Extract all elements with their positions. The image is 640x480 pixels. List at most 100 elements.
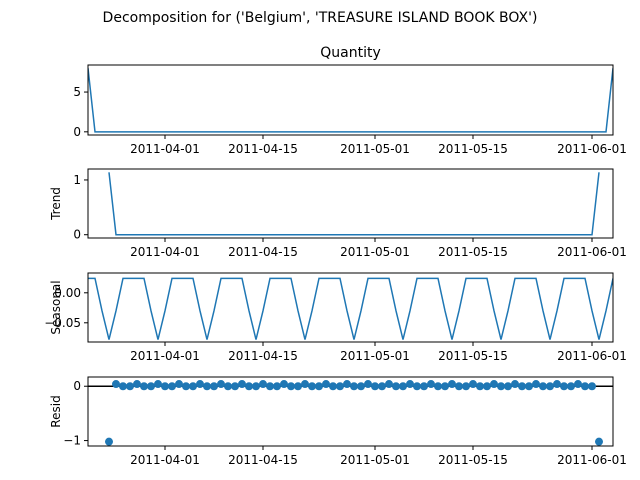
resid-point (189, 382, 197, 391)
panel-title: Quantity (320, 45, 381, 61)
y-axis-label: Seasonal (49, 280, 63, 334)
resid-point (238, 380, 246, 389)
resid-point (350, 382, 358, 391)
x-tick-label: 2011-04-15 (228, 142, 298, 156)
resid-point (140, 382, 148, 391)
resid-point (147, 382, 155, 391)
resid-point (399, 382, 407, 391)
plot-area (88, 68, 613, 133)
resid-point (280, 380, 288, 389)
resid-point (518, 382, 526, 391)
resid-point (315, 382, 323, 391)
y-tick-label: 1 (73, 173, 81, 187)
resid-point (392, 382, 400, 391)
x-tick-label: 2011-05-01 (340, 453, 410, 467)
x-tick-label: 2011-06-01 (557, 453, 627, 467)
resid-point (301, 380, 309, 389)
y-tick-label: 0.00 (54, 286, 81, 300)
resid-point (469, 380, 477, 389)
figure-suptitle: Decomposition for ('Belgium', 'TREASURE … (103, 10, 538, 26)
resid-point (462, 382, 470, 391)
resid-point (259, 380, 267, 389)
y-tick-label: 0 (73, 379, 81, 393)
axes-frame (87, 64, 614, 136)
x-tick-label: 2011-04-15 (228, 245, 298, 259)
axes-frame (87, 272, 614, 343)
resid-point (112, 380, 120, 389)
resid-point (343, 380, 351, 389)
series-line (88, 68, 613, 133)
x-tick-label: 2011-04-01 (130, 349, 200, 363)
resid-point (266, 382, 274, 391)
seasonal-line (88, 277, 613, 340)
resid-point (371, 382, 379, 391)
plot-area (108, 172, 600, 236)
x-tick-label: 2011-04-01 (130, 142, 200, 156)
resid-point (364, 380, 372, 389)
resid-point (448, 380, 456, 389)
resid-point (476, 382, 484, 391)
resid-point (196, 380, 204, 389)
resid-point (105, 437, 113, 446)
resid-point (497, 382, 505, 391)
resid-point (210, 382, 218, 391)
x-tick-label: 2011-06-01 (557, 349, 627, 363)
panel-resid: Resid 0 −1 2011-04-01 2011-04-15 2011-05-01 20… (49, 376, 627, 467)
x-tick-label: 2011-05-15 (438, 245, 508, 259)
resid-point (224, 382, 232, 391)
resid-point (588, 382, 596, 391)
x-tick-label: 2011-05-15 (438, 349, 508, 363)
resid-point (490, 380, 498, 389)
resid-point (217, 380, 225, 389)
resid-point (511, 380, 519, 389)
resid-point (322, 380, 330, 389)
resid-point (133, 380, 141, 389)
resid-point (406, 380, 414, 389)
resid-point (336, 382, 344, 391)
x-tick-label: 2011-06-01 (557, 245, 627, 259)
panel-quantity: Quantity 0 5 2011-04-01 2011-04-15 2011-05-01… (73, 45, 627, 156)
y-axis-label: Resid (49, 395, 63, 427)
axes-frame (87, 376, 614, 447)
plot-area (88, 277, 613, 340)
y-tick-label: 0 (73, 125, 81, 139)
resid-point (539, 382, 547, 391)
resid-point (420, 382, 428, 391)
resid-point (168, 382, 176, 391)
panel-trend: Trend 0 1 2011-04-01 2011-04-15 2011-05-01 201… (49, 168, 627, 259)
y-tick-label: 5 (73, 85, 81, 99)
resid-point (553, 380, 561, 389)
x-tick-label: 2011-05-15 (438, 453, 508, 467)
resid-point (308, 382, 316, 391)
resid-point (126, 382, 134, 391)
resid-point (434, 382, 442, 391)
resid-point (294, 382, 302, 391)
y-axis-label: Trend (49, 187, 63, 221)
resid-point (378, 382, 386, 391)
resid-point (119, 382, 127, 391)
resid-point (252, 382, 260, 391)
x-tick-label: 2011-04-15 (228, 349, 298, 363)
resid-point (567, 382, 575, 391)
plot-area (88, 380, 613, 446)
resid-point (581, 382, 589, 391)
y-tick-label: −1 (63, 434, 81, 448)
resid-point (595, 437, 603, 446)
resid-point (273, 382, 281, 391)
resid-point (357, 382, 365, 391)
y-tick-label: −0.05 (44, 316, 81, 330)
x-tick-label: 2011-06-01 (557, 142, 627, 156)
resid-point (385, 380, 393, 389)
resid-point (231, 382, 239, 391)
resid-point (546, 382, 554, 391)
resid-point (560, 382, 568, 391)
resid-point (441, 382, 449, 391)
x-tick-label: 2011-04-15 (228, 453, 298, 467)
resid-point (287, 382, 295, 391)
resid-point (427, 380, 435, 389)
resid-point (483, 382, 491, 391)
x-tick-label: 2011-05-01 (340, 245, 410, 259)
x-tick-label: 2011-04-01 (130, 245, 200, 259)
